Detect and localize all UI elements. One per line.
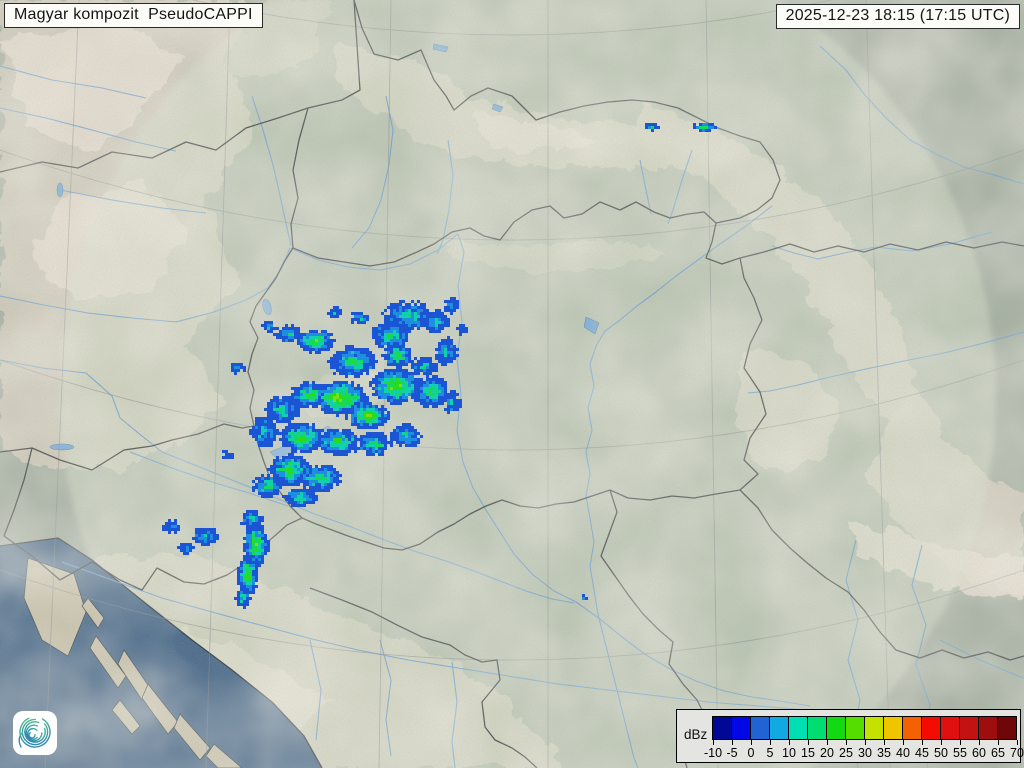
legend-color-cell — [884, 717, 902, 739]
legend-tick-label: 70 — [1010, 746, 1024, 760]
legend-tick — [960, 740, 961, 745]
legend-tick-label: 60 — [972, 746, 986, 760]
legend-color-cell — [789, 717, 807, 739]
legend-color-cell — [846, 717, 864, 739]
legend-tick-label: 15 — [801, 746, 815, 760]
legend-tick — [884, 740, 885, 745]
legend-colorbar — [712, 716, 1017, 740]
legend-tick-label: -10 — [703, 746, 723, 760]
legend-tick-label: 25 — [839, 746, 853, 760]
legend-tick — [1017, 740, 1018, 745]
legend-tick — [846, 740, 847, 745]
legend-tick — [827, 740, 828, 745]
legend-color-cell — [998, 717, 1016, 739]
legend-tick-label: 50 — [934, 746, 948, 760]
legend-tick — [808, 740, 809, 745]
timestamp-badge: 2025-12-23 18:15 (17:15 UTC) — [775, 4, 1020, 29]
legend-color-cell — [865, 717, 883, 739]
legend-tick-label: 20 — [820, 746, 834, 760]
legend-color-cell — [827, 717, 845, 739]
hungaromet-spiral-logo — [13, 711, 57, 755]
product-title-badge: Magyar kompozit PseudoCAPPI — [4, 3, 263, 28]
legend-tick-label: 65 — [991, 746, 1005, 760]
legend-color-cell — [808, 717, 826, 739]
legend-color-cell — [770, 717, 788, 739]
legend-tick — [922, 740, 923, 745]
legend-tick-label: 10 — [782, 746, 796, 760]
legend-color-cell — [922, 717, 940, 739]
legend-tick — [903, 740, 904, 745]
legend-tick-label: 30 — [858, 746, 872, 760]
spiral-logo-icon — [18, 716, 51, 748]
legend-tick-label: 55 — [953, 746, 967, 760]
legend-color-cell — [732, 717, 750, 739]
legend-color-cell — [903, 717, 921, 739]
legend-unit-label: dBz — [684, 727, 708, 742]
dbz-legend: dBz -10 -5 0 5 10 15 20 25 30 35 40 45 50 55 60 65 70 — [676, 709, 1024, 763]
legend-tick-label: 5 — [766, 746, 774, 760]
legend-tick-label: 45 — [915, 746, 929, 760]
legend-tick — [941, 740, 942, 745]
legend-color-cell — [960, 717, 978, 739]
legend-color-cell — [713, 717, 731, 739]
legend-color-cell — [979, 717, 997, 739]
legend-tick-label: 40 — [896, 746, 910, 760]
legend-color-cell — [751, 717, 769, 739]
legend-tick — [789, 740, 790, 745]
legend-tick — [732, 740, 733, 745]
legend-tick — [979, 740, 980, 745]
legend-tick — [751, 740, 752, 745]
legend-color-cell — [941, 717, 959, 739]
legend-tick — [770, 740, 771, 745]
legend-tick-label: -5 — [726, 746, 738, 760]
legend-tick-label: 0 — [747, 746, 755, 760]
legend-tick — [998, 740, 999, 745]
legend-tick — [865, 740, 866, 745]
legend-tick — [713, 740, 714, 745]
legend-tick-label: 35 — [877, 746, 891, 760]
